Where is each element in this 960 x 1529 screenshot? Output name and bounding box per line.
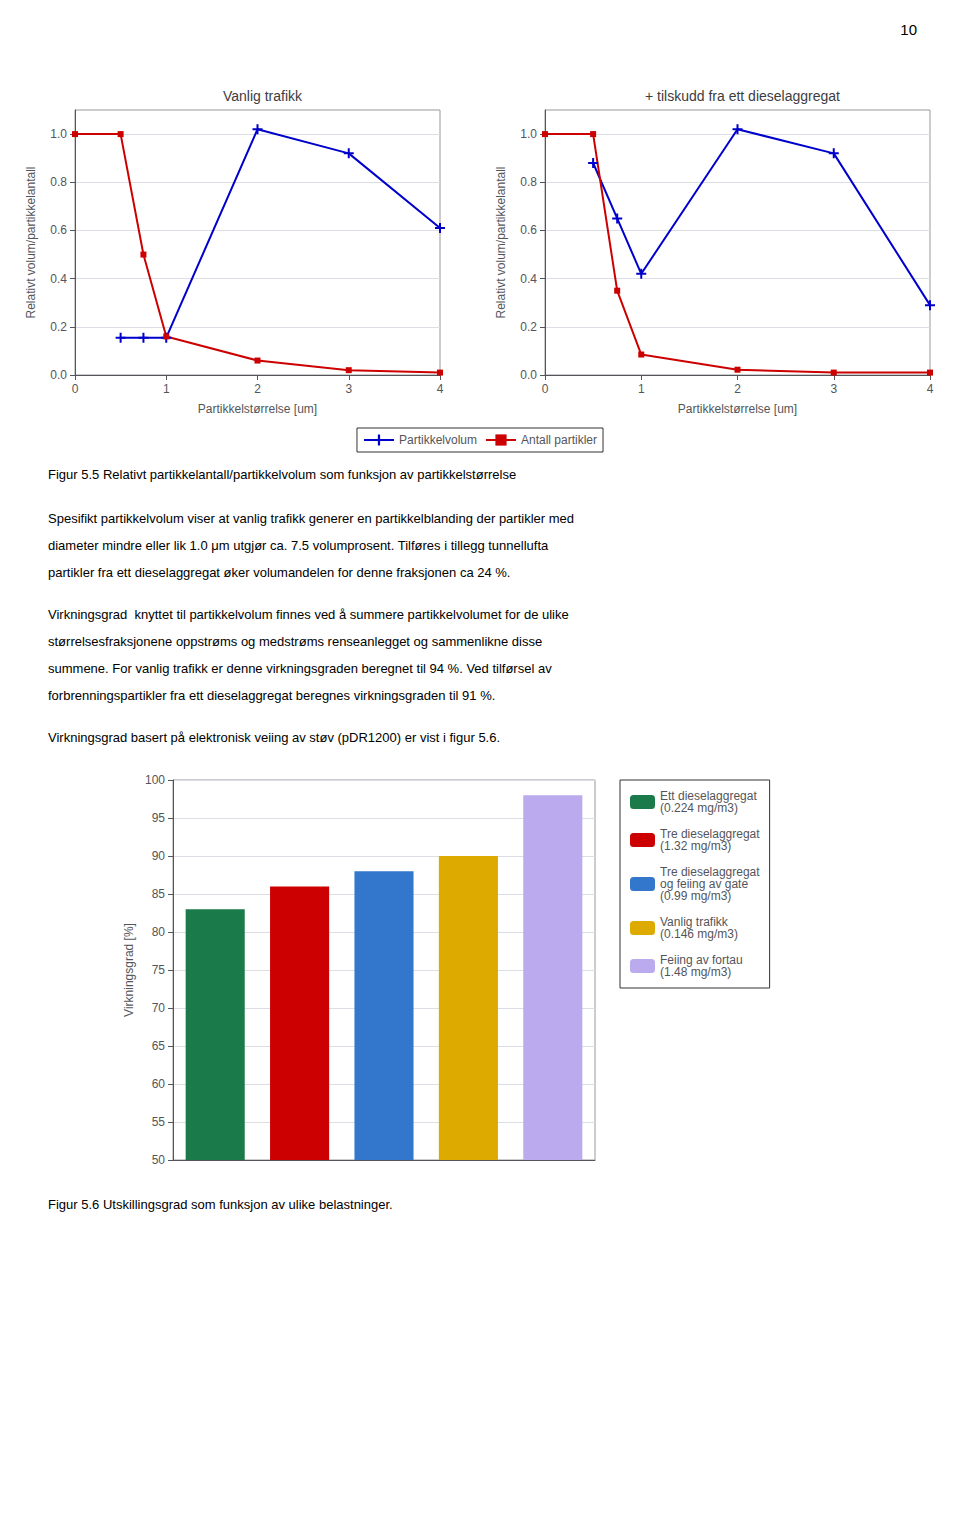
svg-text:75: 75 <box>152 963 166 977</box>
svg-text:Partikkelvolum: Partikkelvolum <box>399 433 477 447</box>
svg-text:+ tilskudd fra ett dieselaggre: + tilskudd fra ett dieselaggregat <box>645 88 840 104</box>
svg-text:0.2: 0.2 <box>520 320 537 334</box>
svg-text:Tre dieselaggregat: Tre dieselaggregat <box>660 865 760 879</box>
svg-text:2: 2 <box>734 382 741 396</box>
svg-text:Relativt volum/partikkelantall: Relativt volum/partikkelantall <box>24 166 38 318</box>
svg-text:0.0: 0.0 <box>50 368 67 382</box>
svg-text:Vanlig trafikk: Vanlig trafikk <box>223 88 303 104</box>
svg-text:størrelsesfraksjonene oppstrøm: størrelsesfraksjonene oppstrøms og medst… <box>48 634 542 649</box>
svg-text:diameter mindre eller lik 1.0: diameter mindre eller lik 1.0 μm utgjør … <box>48 538 549 553</box>
svg-text:forbrenningspartikler fra ett: forbrenningspartikler fra ett dieselaggr… <box>48 688 495 703</box>
svg-text:Virkningsgrad knyttet til par: Virkningsgrad knyttet til partikkelvolum… <box>48 607 569 622</box>
svg-text:100: 100 <box>145 773 165 787</box>
svg-text:(1.32 mg/m3): (1.32 mg/m3) <box>660 839 731 853</box>
svg-text:85: 85 <box>152 887 166 901</box>
svg-text:(0.224 mg/m3): (0.224 mg/m3) <box>660 801 738 815</box>
svg-text:0.8: 0.8 <box>520 175 537 189</box>
svg-text:Figur 5.6 Utskillingsgrad som: Figur 5.6 Utskillingsgrad som funksjon a… <box>48 1197 393 1212</box>
svg-text:Partikkelstørrelse [um]: Partikkelstørrelse [um] <box>198 402 317 416</box>
svg-text:1: 1 <box>163 382 170 396</box>
svg-text:(0.146 mg/m3): (0.146 mg/m3) <box>660 927 738 941</box>
svg-text:0.8: 0.8 <box>50 175 67 189</box>
svg-text:Spesifikt partikkelvolum viser: Spesifikt partikkelvolum viser at vanlig… <box>48 511 574 526</box>
svg-text:95: 95 <box>152 811 166 825</box>
svg-text:1.0: 1.0 <box>520 127 537 141</box>
svg-text:50: 50 <box>152 1153 166 1167</box>
svg-text:0.6: 0.6 <box>520 223 537 237</box>
svg-text:4: 4 <box>927 382 934 396</box>
svg-text:Tre dieselaggregat: Tre dieselaggregat <box>660 827 760 841</box>
svg-text:0.4: 0.4 <box>50 272 67 286</box>
svg-text:0: 0 <box>72 382 79 396</box>
svg-text:70: 70 <box>152 1001 166 1015</box>
svg-text:Relativt volum/partikkelantall: Relativt volum/partikkelantall <box>494 166 508 318</box>
svg-text:0.6: 0.6 <box>50 223 67 237</box>
svg-text:(0.99 mg/m3): (0.99 mg/m3) <box>660 889 731 903</box>
svg-text:Virkningsgrad [%]: Virkningsgrad [%] <box>122 923 136 1017</box>
svg-text:Partikkelstørrelse [um]: Partikkelstørrelse [um] <box>678 402 797 416</box>
svg-text:Figur 5.5 Relativt partikkelan: Figur 5.5 Relativt partikkelantall/parti… <box>48 467 516 482</box>
svg-text:0.0: 0.0 <box>520 368 537 382</box>
svg-text:10: 10 <box>900 21 917 38</box>
svg-text:partikler fra ett dieselaggreg: partikler fra ett dieselaggregat øker vo… <box>48 565 510 580</box>
svg-text:Virkningsgrad basert på elektr: Virkningsgrad basert på elektronisk veii… <box>48 730 500 745</box>
svg-text:Vanlig trafikk: Vanlig trafikk <box>660 915 728 929</box>
svg-text:0: 0 <box>542 382 549 396</box>
svg-text:2: 2 <box>254 382 261 396</box>
svg-text:1: 1 <box>638 382 645 396</box>
svg-text:80: 80 <box>152 925 166 939</box>
svg-text:(1.48 mg/m3): (1.48 mg/m3) <box>660 965 731 979</box>
svg-text:Antall partikler: Antall partikler <box>521 433 597 447</box>
svg-text:90: 90 <box>152 849 166 863</box>
svg-text:Ett dieselaggregat: Ett dieselaggregat <box>660 789 757 803</box>
svg-text:summene. For vanlig trafikk er: summene. For vanlig trafikk er denne vir… <box>48 661 552 676</box>
svg-text:0.2: 0.2 <box>50 320 67 334</box>
svg-text:0.4: 0.4 <box>520 272 537 286</box>
svg-text:4: 4 <box>437 382 444 396</box>
svg-text:og feiing av gate: og feiing av gate <box>660 877 749 891</box>
svg-text:3: 3 <box>830 382 837 396</box>
svg-text:65: 65 <box>152 1039 166 1053</box>
svg-text:1.0: 1.0 <box>50 127 67 141</box>
svg-text:55: 55 <box>152 1115 166 1129</box>
svg-text:3: 3 <box>345 382 352 396</box>
svg-text:60: 60 <box>152 1077 166 1091</box>
svg-text:Feiing av fortau: Feiing av fortau <box>660 953 743 967</box>
